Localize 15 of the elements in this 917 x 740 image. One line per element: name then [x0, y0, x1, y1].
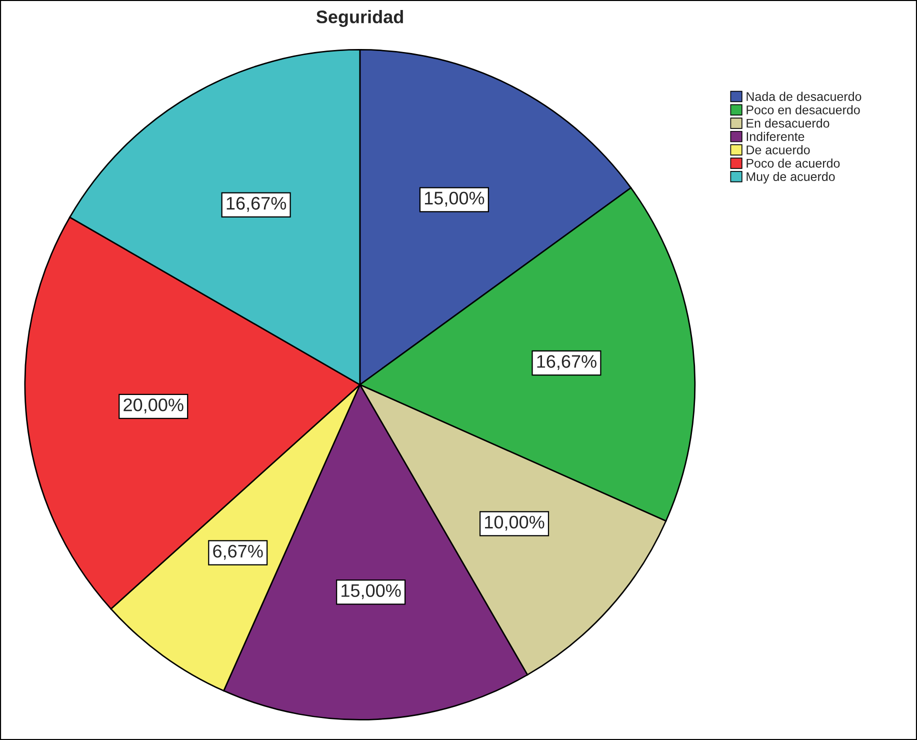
data-label: 15,00% — [342, 584, 401, 600]
legend-label: Indiferente — [746, 132, 804, 142]
legend-label: De acuerdo — [746, 145, 810, 154]
legend-label: Muy de acuerdo — [746, 172, 835, 184]
data-label: 15,00% — [424, 192, 484, 207]
data-label: 20,00% — [124, 398, 184, 414]
data-label: 6,67% — [213, 544, 263, 560]
legend-label: Nada de desacuerdo — [746, 92, 862, 101]
data-label: 16,67% — [537, 355, 596, 370]
data-label: 10,00% — [485, 516, 544, 531]
legend-label: Poco en desacuerdo — [746, 105, 860, 114]
legend-label: En desacuerdo — [746, 118, 830, 128]
chart-title: Seguridad — [316, 10, 403, 27]
data-label: 16,67% — [226, 196, 286, 212]
legend-label: Poco de acuerdo — [746, 158, 840, 168]
